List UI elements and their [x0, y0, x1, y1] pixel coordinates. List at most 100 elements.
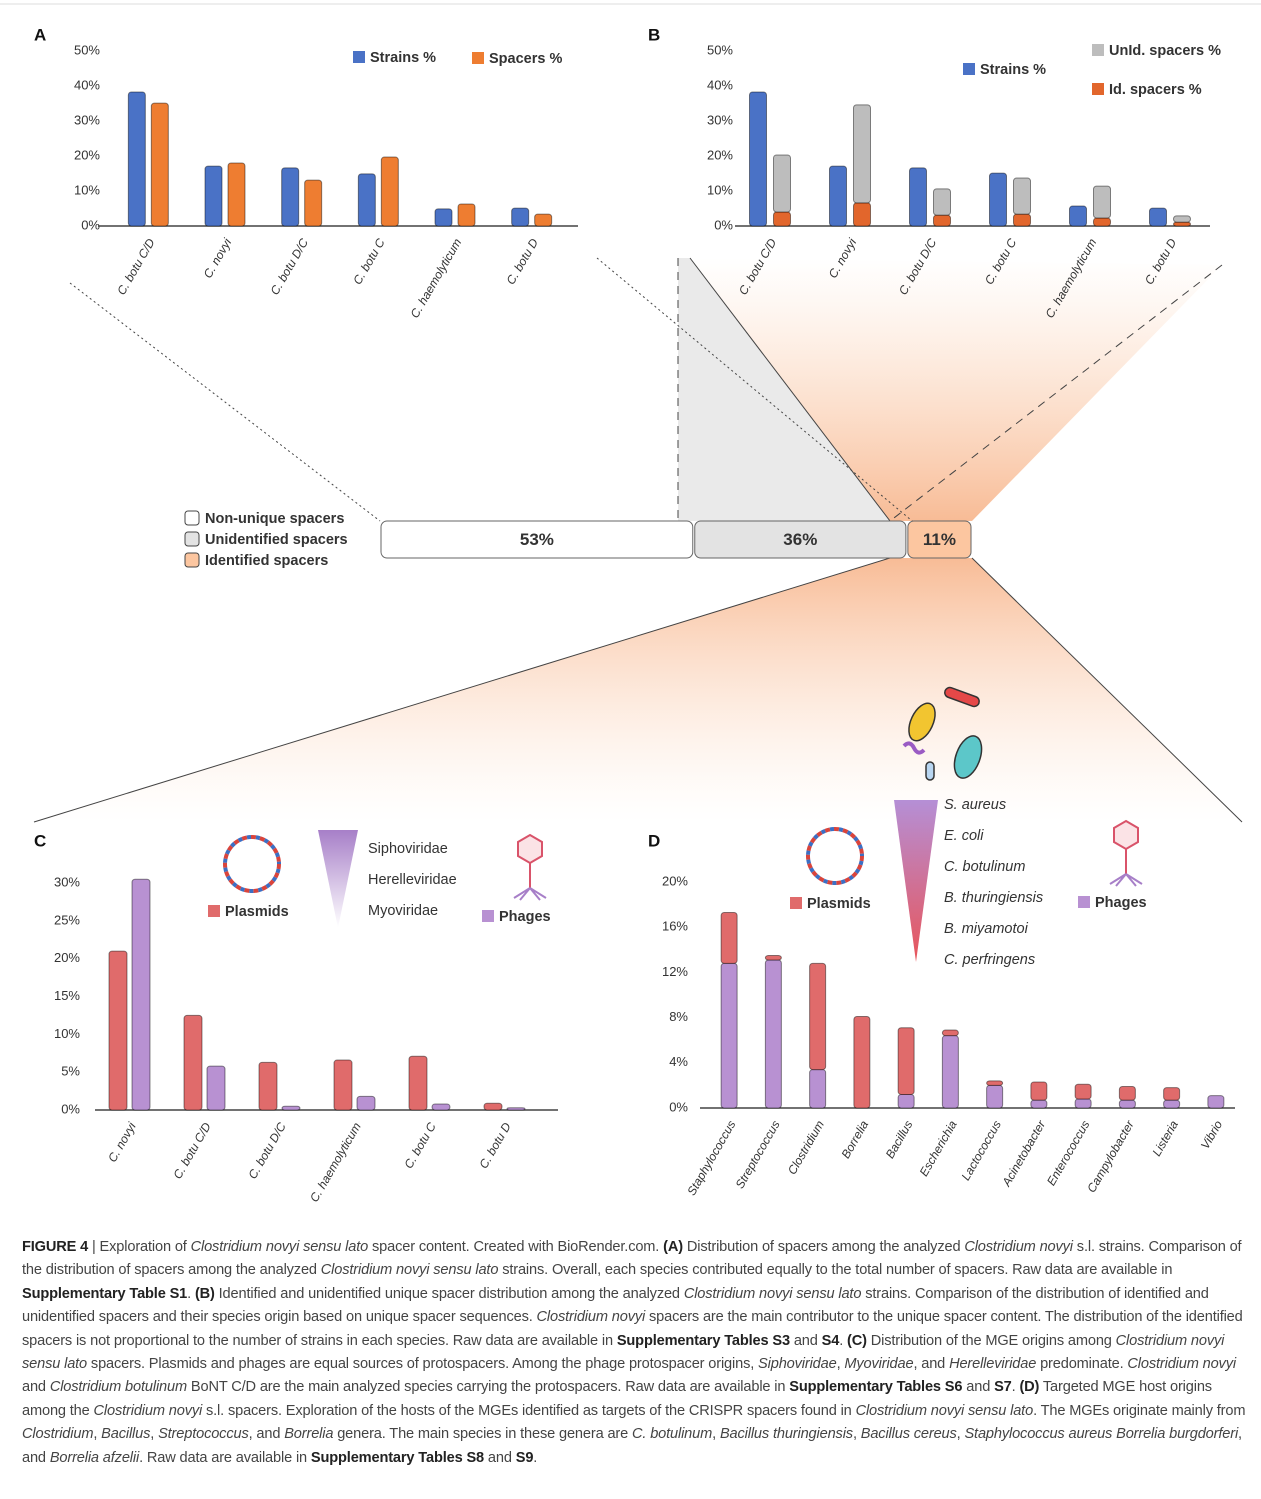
bar — [897, 1093, 915, 1109]
bar — [434, 208, 453, 227]
caption-run: (A) — [663, 1239, 683, 1255]
y-tick-label: 0% — [714, 217, 733, 232]
bar — [897, 1027, 915, 1095]
legend-label: Identified spacers — [205, 553, 328, 569]
figure-caption: FIGURE 4 | Exploration of Clostridium no… — [22, 1236, 1246, 1470]
caption-run: spacer content. Created with BioRender.c… — [368, 1239, 664, 1255]
caption-run: , — [836, 1356, 845, 1373]
caption-run: Clostridium novyi — [964, 1239, 1073, 1255]
bar — [853, 202, 871, 227]
y-tick-label: 20% — [707, 147, 733, 162]
annotation: B. miyamotoi — [944, 921, 1029, 937]
bar — [853, 104, 871, 204]
bar — [1118, 1099, 1136, 1109]
caption-run: genera. The main species in these genera… — [333, 1426, 632, 1443]
bar-segment — [907, 520, 972, 559]
bar-segment — [694, 520, 907, 559]
y-tick-label: 0% — [61, 1101, 80, 1116]
caption-run: Clostridium novyi sensu lato — [190, 1239, 369, 1255]
bar — [909, 167, 927, 227]
bar — [204, 165, 223, 227]
caption-run: . The MGEs originate mainly from — [1033, 1402, 1246, 1419]
caption-run: Bacillus thuringiensis — [719, 1426, 853, 1443]
legend-label: Strains % — [980, 62, 1046, 78]
legend-label: Spacers % — [489, 51, 562, 67]
x-tick-label: C. haemolyticum — [408, 236, 465, 320]
bar — [281, 1105, 301, 1111]
caption-run: strains. Comparison of the distribution … — [22, 1285, 1209, 1326]
x-tick-label: C. novyi — [201, 236, 235, 281]
caption-run: , and — [248, 1426, 285, 1443]
caption-run: Supplementary Tables S6 — [789, 1379, 963, 1396]
caption-run: BoNT C/D are the main analyzed species c… — [186, 1379, 790, 1396]
bar — [773, 154, 791, 213]
caption-run: S7 — [994, 1379, 1012, 1396]
x-tick-label: C. botu C — [350, 236, 388, 287]
caption-run: Clostridium botulinum — [49, 1379, 187, 1396]
y-tick-label: 50% — [707, 42, 733, 57]
value-label: 11% — [923, 530, 956, 549]
bar — [941, 1035, 959, 1109]
x-tick-label: Escherichia — [917, 1118, 960, 1179]
y-tick-label: 16% — [662, 919, 688, 934]
x-tick-label: C. botu D — [476, 1120, 514, 1171]
caption-run: | Exploration of — [88, 1239, 191, 1255]
x-tick-label: C. botu C/D — [170, 1120, 214, 1182]
gradient-triangle — [894, 800, 938, 962]
caption-run: s.l. strains. Comparison of the distribu… — [22, 1239, 1242, 1279]
bar — [941, 1029, 959, 1037]
x-tick-label: Campylobacter — [1084, 1117, 1137, 1195]
caption-run: (C) — [847, 1332, 867, 1349]
bar — [989, 172, 1007, 227]
caption-run: Streptococcus — [158, 1426, 249, 1443]
bar — [304, 179, 323, 227]
plasmid-icon — [223, 835, 281, 893]
caption-run: . — [187, 1285, 195, 1302]
value-label: 53% — [520, 530, 554, 549]
y-tick-label: 40% — [74, 77, 100, 92]
legend-swatch — [790, 897, 802, 909]
legend-label: Strains % — [370, 50, 436, 66]
caption-run: Siphoviridae — [758, 1356, 837, 1373]
annotation: S. aureus — [944, 797, 1006, 813]
phage-icon — [513, 833, 547, 901]
caption-run: (D) — [1019, 1379, 1040, 1396]
bar — [408, 1055, 428, 1111]
annotation: E. coli — [944, 828, 984, 844]
caption-run: Clostridium novyi sensu lato — [855, 1402, 1034, 1419]
caption-run: , — [93, 1426, 102, 1443]
y-tick-label: 10% — [74, 182, 100, 197]
plasmid-icon — [806, 827, 864, 885]
bar-segment — [380, 520, 694, 559]
bar — [1030, 1099, 1048, 1109]
legend-swatch — [184, 552, 200, 568]
bar — [131, 878, 151, 1111]
x-tick-label: C. botu D — [504, 236, 542, 287]
y-tick-label: 10% — [707, 182, 733, 197]
y-tick-label: 15% — [54, 988, 80, 1003]
caption-run: . Raw data are available in — [139, 1449, 311, 1466]
caption-run: s.l. spacers. Exploration of the hosts o… — [202, 1402, 856, 1419]
y-tick-label: 50% — [74, 42, 100, 57]
y-tick-label: 4% — [669, 1054, 688, 1069]
caption-run: Clostridium — [22, 1426, 94, 1443]
bar — [809, 962, 827, 1071]
legend-swatch — [184, 531, 200, 547]
caption-run: spacers. Plasmids and phages are equal s… — [87, 1356, 759, 1373]
caption-run: Identified and unidentified unique space… — [214, 1285, 684, 1302]
caption-run: , — [712, 1426, 720, 1443]
caption-run: Supplementary Tables S8 — [310, 1449, 485, 1466]
x-tick-label: Enterococcus — [1044, 1118, 1092, 1188]
caption-run: Clostridium novyi sensu lato — [22, 1332, 1225, 1373]
bar — [108, 950, 128, 1111]
bar — [933, 214, 951, 227]
zoom-fan-top — [690, 258, 1222, 521]
caption-run: Supplementary Table S1 — [22, 1285, 188, 1302]
bar — [1207, 1095, 1225, 1109]
caption-run: Clostridium novyi sensu lato — [683, 1285, 862, 1302]
panel-letter: D — [648, 831, 660, 850]
caption-run: and — [22, 1379, 50, 1396]
panel-letter: C — [34, 831, 46, 850]
bar — [1093, 217, 1111, 227]
legend-swatch — [1078, 896, 1090, 908]
